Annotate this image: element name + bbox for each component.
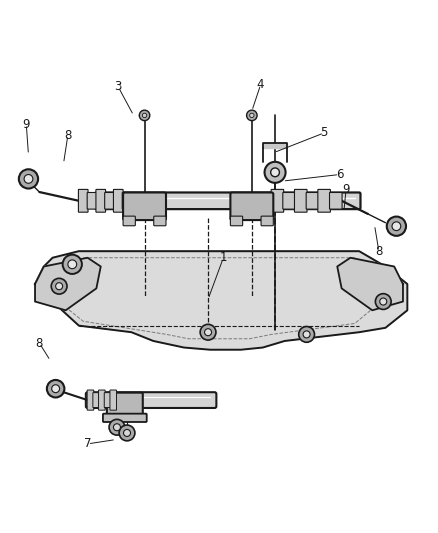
FancyBboxPatch shape	[96, 189, 106, 212]
FancyBboxPatch shape	[123, 192, 166, 220]
FancyBboxPatch shape	[283, 192, 295, 209]
Circle shape	[299, 327, 314, 342]
Circle shape	[265, 162, 286, 183]
Circle shape	[271, 168, 279, 177]
Circle shape	[113, 424, 120, 431]
FancyBboxPatch shape	[87, 192, 97, 209]
FancyBboxPatch shape	[99, 390, 105, 410]
Text: 5: 5	[321, 126, 328, 140]
FancyBboxPatch shape	[113, 189, 123, 212]
Circle shape	[24, 174, 33, 183]
Circle shape	[375, 294, 391, 310]
Text: 7: 7	[84, 438, 92, 450]
FancyBboxPatch shape	[123, 216, 135, 226]
FancyBboxPatch shape	[230, 216, 243, 226]
FancyBboxPatch shape	[95, 192, 360, 209]
Polygon shape	[35, 251, 407, 350]
FancyBboxPatch shape	[87, 390, 94, 410]
FancyBboxPatch shape	[318, 189, 330, 212]
Circle shape	[19, 169, 38, 189]
Circle shape	[387, 216, 406, 236]
Circle shape	[200, 324, 216, 340]
Circle shape	[68, 260, 77, 269]
FancyBboxPatch shape	[105, 192, 114, 209]
Polygon shape	[263, 143, 287, 148]
FancyBboxPatch shape	[271, 189, 284, 212]
FancyBboxPatch shape	[93, 393, 99, 408]
Text: 8: 8	[375, 245, 382, 257]
FancyBboxPatch shape	[122, 192, 132, 209]
FancyBboxPatch shape	[154, 216, 166, 226]
Circle shape	[139, 110, 150, 120]
FancyBboxPatch shape	[306, 192, 319, 209]
FancyBboxPatch shape	[103, 414, 147, 422]
Circle shape	[392, 222, 401, 231]
Circle shape	[119, 425, 135, 441]
Text: 1: 1	[219, 251, 227, 264]
Text: 9: 9	[342, 183, 350, 196]
Circle shape	[380, 298, 387, 305]
Circle shape	[247, 110, 257, 120]
FancyBboxPatch shape	[104, 393, 111, 408]
Text: 8: 8	[36, 337, 43, 350]
Text: 9: 9	[22, 118, 30, 131]
FancyBboxPatch shape	[230, 192, 273, 220]
FancyBboxPatch shape	[261, 216, 273, 226]
Circle shape	[250, 113, 254, 118]
Circle shape	[52, 385, 60, 393]
Circle shape	[56, 282, 63, 290]
Circle shape	[205, 329, 212, 336]
Circle shape	[142, 113, 147, 118]
FancyBboxPatch shape	[110, 390, 117, 410]
Circle shape	[51, 278, 67, 294]
FancyBboxPatch shape	[107, 393, 143, 418]
Circle shape	[303, 331, 310, 338]
Circle shape	[109, 419, 125, 435]
FancyBboxPatch shape	[294, 189, 307, 212]
Polygon shape	[35, 258, 101, 310]
FancyBboxPatch shape	[78, 189, 88, 212]
FancyBboxPatch shape	[86, 392, 216, 408]
Circle shape	[63, 255, 82, 274]
FancyBboxPatch shape	[329, 192, 342, 209]
Polygon shape	[337, 258, 403, 310]
Circle shape	[124, 430, 131, 437]
Text: 6: 6	[336, 168, 343, 181]
Text: 3: 3	[115, 80, 122, 93]
Circle shape	[47, 380, 64, 398]
Text: 4: 4	[257, 78, 265, 91]
Text: 8: 8	[64, 128, 71, 142]
